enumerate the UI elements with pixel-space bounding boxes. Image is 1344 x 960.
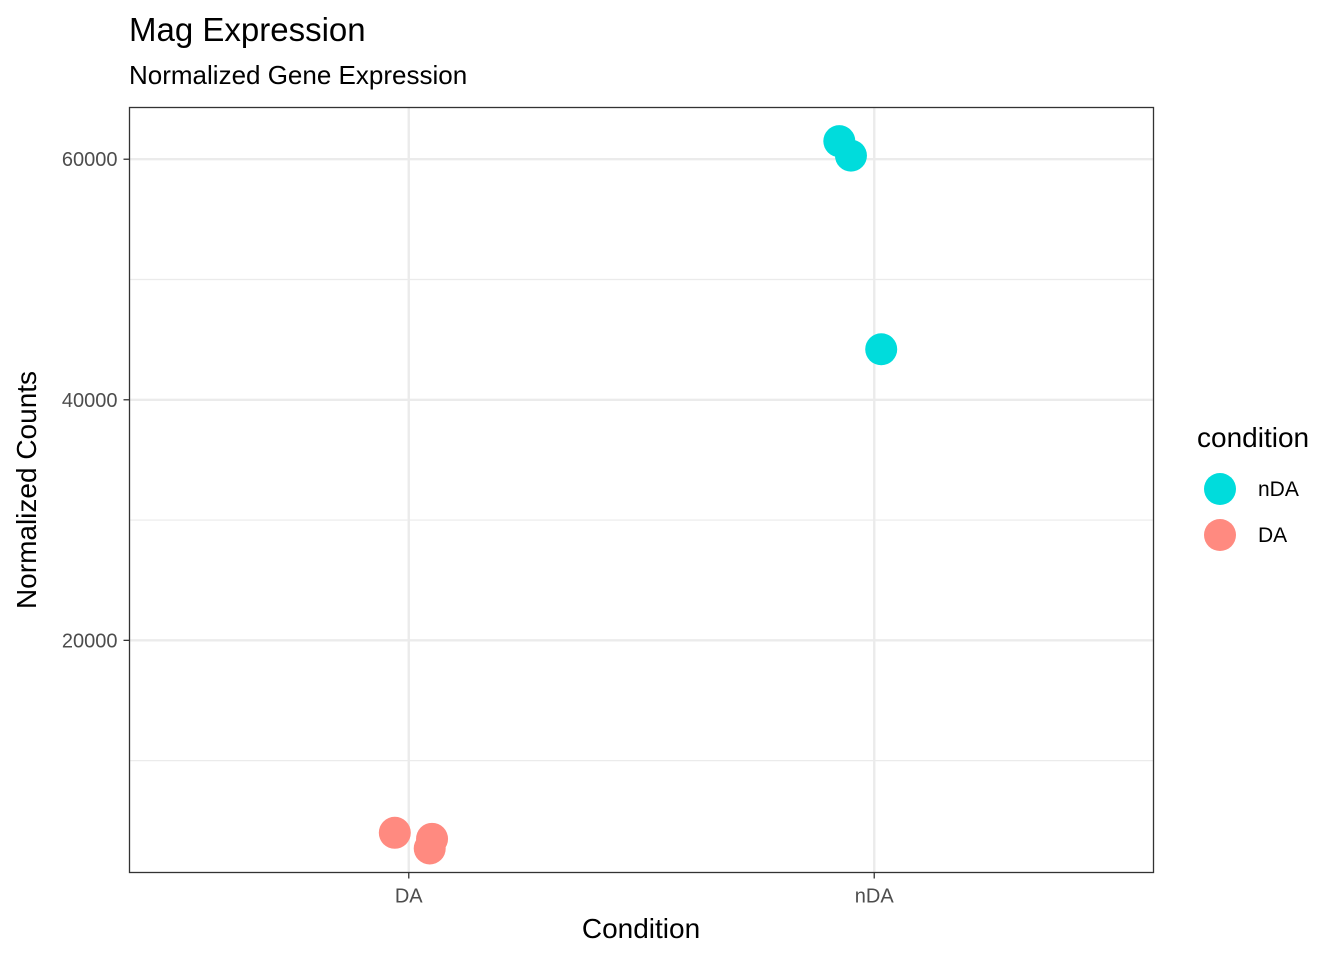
data-point-da bbox=[378, 816, 411, 849]
chart-title: Mag Expression bbox=[129, 11, 366, 48]
legend-label-da: DA bbox=[1258, 524, 1287, 547]
legend-key-nda bbox=[1204, 473, 1236, 505]
y-axis: 20000 40000 60000 bbox=[62, 149, 130, 652]
plot-panel bbox=[128, 106, 1155, 874]
data-point-nda bbox=[834, 139, 867, 172]
x-tick-label: DA bbox=[395, 886, 423, 908]
panel-border bbox=[128, 106, 1155, 874]
legend: condition nDA DA bbox=[1197, 422, 1309, 551]
y-tick-label: 20000 bbox=[62, 630, 118, 652]
x-axis-title: Condition bbox=[582, 913, 700, 944]
legend-key-da bbox=[1204, 519, 1236, 551]
y-tick-label: 40000 bbox=[62, 390, 118, 412]
x-axis: DA nDA bbox=[395, 872, 895, 908]
grid-lines bbox=[129, 107, 1154, 873]
x-tick-label: nDA bbox=[855, 886, 895, 908]
data-point-da bbox=[413, 832, 446, 865]
data-points bbox=[378, 125, 898, 865]
data-point-nda bbox=[865, 333, 898, 366]
chart-subtitle: Normalized Gene Expression bbox=[129, 60, 467, 90]
y-axis-title: Normalized Counts bbox=[11, 371, 42, 609]
legend-title: condition bbox=[1197, 422, 1309, 453]
legend-label-nda: nDA bbox=[1258, 478, 1299, 501]
y-tick-label: 60000 bbox=[62, 149, 118, 171]
